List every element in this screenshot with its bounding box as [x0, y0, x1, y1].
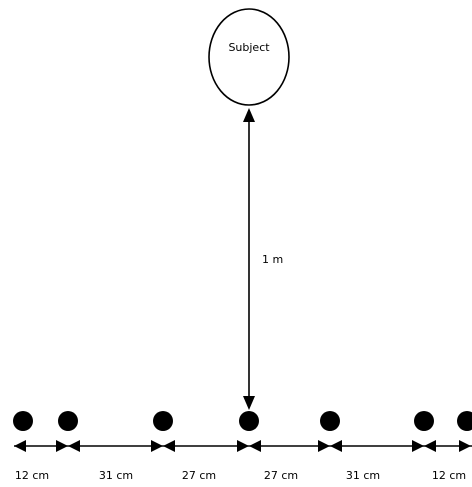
spacing-arrowhead — [330, 440, 342, 452]
spacing-labels: 12 cm 31 cm 27 cm 27 cm 31 cm 12 cm — [15, 469, 466, 482]
spacing-arrowhead — [14, 440, 26, 452]
microphone-dot — [13, 411, 33, 431]
subject-ellipse — [208, 8, 290, 106]
spacing-label: 12 cm — [15, 469, 49, 482]
microphone-array — [13, 411, 472, 431]
spacing-arrowhead — [151, 440, 163, 452]
microphone-dot — [414, 411, 434, 431]
microphone-dot — [239, 411, 259, 431]
spacing-arrowhead — [237, 440, 249, 452]
spacing-label: 12 cm — [432, 469, 466, 482]
spacing-label: 31 cm — [99, 469, 133, 482]
spacing-arrowhead — [68, 440, 80, 452]
distance-arrow-head-down — [243, 396, 255, 410]
distance-label: 1 m — [262, 253, 283, 266]
distance-arrow-head-up — [243, 108, 255, 122]
microphone-dot — [320, 411, 340, 431]
spacing-arrowheads — [14, 440, 471, 452]
spacing-label: 27 cm — [264, 469, 298, 482]
microphone-dot — [153, 411, 173, 431]
microphone-dot — [58, 411, 78, 431]
spacing-label: 31 cm — [346, 469, 380, 482]
spacing-label: 27 cm — [182, 469, 216, 482]
subject: Subject — [208, 8, 290, 106]
spacing-arrowhead — [424, 440, 436, 452]
distance-arrow: 1 m — [243, 108, 283, 410]
spacing-arrowhead — [459, 440, 471, 452]
spacing-arrowhead — [412, 440, 424, 452]
spacing-arrowhead — [163, 440, 175, 452]
spacing-arrowhead — [249, 440, 261, 452]
spacing-arrowhead — [318, 440, 330, 452]
subject-label: Subject — [228, 41, 270, 54]
microphone-dot — [457, 411, 472, 431]
spacing-arrowhead — [56, 440, 68, 452]
